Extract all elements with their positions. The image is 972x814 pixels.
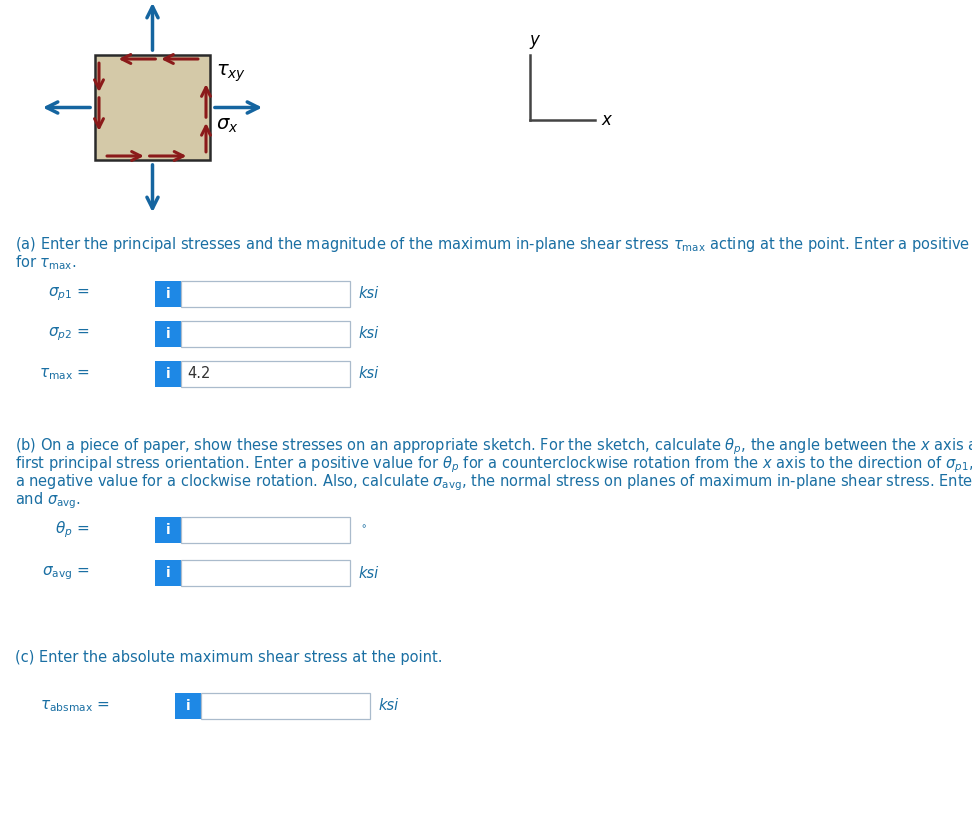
Bar	[155, 517, 181, 543]
Text: ksi: ksi	[358, 287, 378, 301]
Bar	[181, 321, 350, 347]
Text: ksi: ksi	[378, 698, 399, 714]
Text: i: i	[165, 566, 170, 580]
Text: $\tau_\mathrm{absmax}$ =: $\tau_\mathrm{absmax}$ =	[40, 698, 110, 714]
Text: $\sigma_{p2}$ =: $\sigma_{p2}$ =	[49, 326, 90, 343]
Text: i: i	[186, 699, 191, 713]
Bar	[95, 55, 210, 160]
Text: $^\circ$: $^\circ$	[358, 523, 366, 537]
Text: $\tau_{xy}$: $\tau_{xy}$	[216, 62, 246, 84]
Text: $\sigma_\mathrm{avg}$ =: $\sigma_\mathrm{avg}$ =	[42, 564, 90, 582]
Text: a negative value for a clockwise rotation. Also, calculate $\sigma_\mathrm{avg}$: a negative value for a clockwise rotatio…	[15, 472, 972, 492]
Text: (c) Enter the absolute maximum shear stress at the point.: (c) Enter the absolute maximum shear str…	[15, 650, 442, 665]
Bar	[155, 361, 181, 387]
Text: first principal stress orientation. Enter a positive value for $\theta_p$ for a : first principal stress orientation. Ente…	[15, 454, 972, 475]
Text: ksi: ksi	[358, 566, 378, 580]
Text: 4.2: 4.2	[187, 366, 210, 382]
Bar	[155, 281, 181, 307]
Bar	[181, 517, 350, 543]
Text: y: y	[529, 31, 538, 49]
Text: $\sigma_x$: $\sigma_x$	[216, 116, 238, 135]
Bar	[175, 693, 201, 719]
Text: $\theta_p$ =: $\theta_p$ =	[55, 519, 90, 540]
Text: (a) Enter the principal stresses and the magnitude of the maximum in-plane shear: (a) Enter the principal stresses and the…	[15, 235, 972, 254]
Text: i: i	[165, 367, 170, 381]
Text: $\sigma_{p1}$ =: $\sigma_{p1}$ =	[49, 285, 90, 303]
Bar	[155, 321, 181, 347]
Text: x: x	[601, 111, 610, 129]
Text: for $\tau_\mathrm{max}$.: for $\tau_\mathrm{max}$.	[15, 253, 77, 272]
Text: i: i	[165, 287, 170, 301]
Bar	[181, 560, 350, 586]
Bar	[181, 281, 350, 307]
Text: ksi: ksi	[358, 366, 378, 382]
Text: i: i	[165, 327, 170, 341]
Text: $\tau_\mathrm{max}$ =: $\tau_\mathrm{max}$ =	[39, 366, 90, 382]
Text: ksi: ksi	[358, 326, 378, 342]
Text: i: i	[165, 523, 170, 537]
Bar	[201, 693, 370, 719]
Bar	[181, 361, 350, 387]
Bar	[155, 560, 181, 586]
Text: and $\sigma_\mathrm{avg}$.: and $\sigma_\mathrm{avg}$.	[15, 490, 81, 510]
Text: (b) On a piece of paper, show these stresses on an appropriate sketch. For the s: (b) On a piece of paper, show these stre…	[15, 436, 972, 457]
